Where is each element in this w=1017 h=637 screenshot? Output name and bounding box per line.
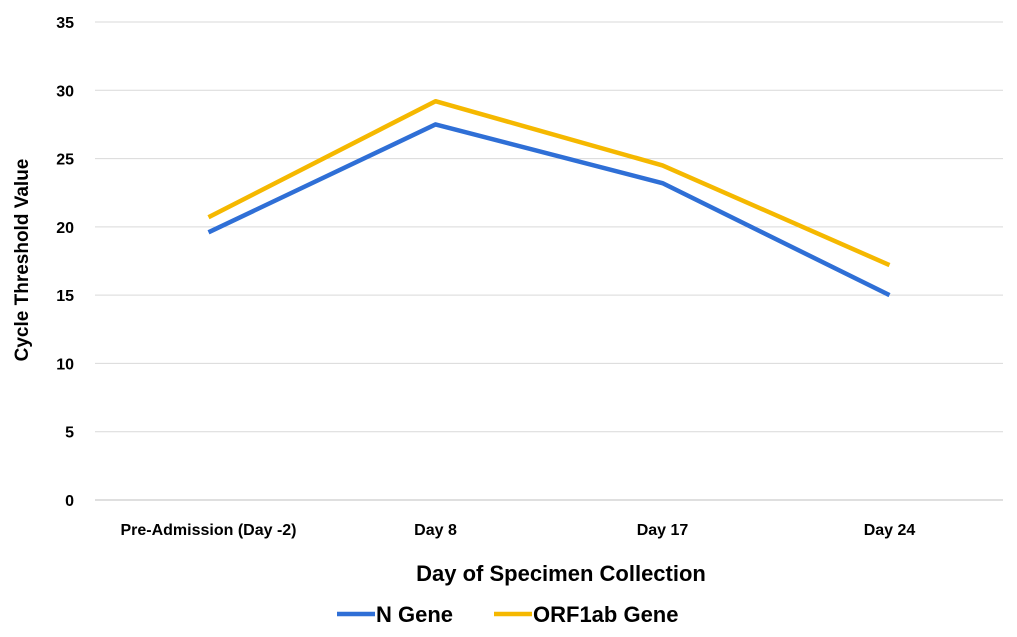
y-tick-label: 20 — [56, 220, 74, 237]
y-axis-title: Cycle Threshold Value — [12, 159, 33, 362]
y-tick-label: 10 — [56, 356, 74, 373]
y-tick-label: 30 — [56, 83, 74, 100]
legend-label: N Gene — [376, 602, 453, 627]
y-tick-label: 0 — [65, 493, 74, 510]
x-tick-label: Pre-Admission (Day -2) — [120, 522, 296, 539]
legend-label: ORF1ab Gene — [533, 602, 678, 627]
x-tick-label: Day 8 — [414, 522, 457, 539]
series-lines — [207, 98, 891, 298]
y-tick-label: 25 — [56, 152, 74, 169]
series-line-n-gene — [207, 122, 891, 298]
x-tick-labels: Pre-Admission (Day -2) Day 8 Day 17 Day 24 — [120, 522, 915, 539]
series-line-orf1ab-gene — [207, 98, 891, 268]
x-tick-label: Day 17 — [637, 522, 689, 539]
x-axis-title: Day of Specimen Collection — [416, 561, 706, 586]
y-tick-label: 5 — [65, 425, 74, 442]
y-tick-labels: 0 5 10 15 20 25 30 35 — [56, 15, 74, 510]
y-tick-label: 35 — [56, 15, 74, 32]
grid-lines — [95, 21, 1003, 501]
x-tick-label: Day 24 — [864, 522, 916, 539]
legend: N Gene ORF1ab Gene — [337, 602, 678, 627]
y-tick-label: 15 — [56, 288, 74, 305]
